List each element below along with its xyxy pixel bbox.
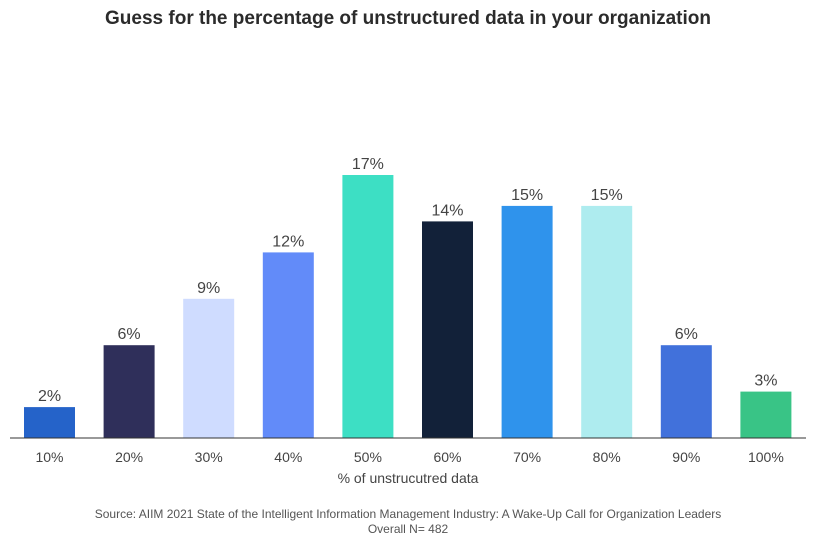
- value-label-70%: 15%: [511, 187, 543, 204]
- sample-size-line: Overall N= 482: [367, 522, 449, 536]
- bar-30%: [183, 298, 235, 438]
- value-label-30%: 9%: [197, 280, 220, 297]
- bar-80%: [581, 205, 633, 438]
- bar-70%: [501, 205, 553, 438]
- bar-10%: [24, 407, 75, 438]
- bar-40%: [262, 252, 314, 438]
- x-tick-label-30%: 30%: [195, 449, 223, 465]
- value-label-50%: 17%: [352, 156, 384, 173]
- x-axis-label: % of unstrucutred data: [338, 470, 479, 486]
- source-line: Source: AIIM 2021 State of the Intellige…: [94, 507, 722, 521]
- value-label-10%: 2%: [38, 388, 61, 405]
- bars-group: [24, 175, 792, 438]
- x-tick-label-100%: 100%: [748, 449, 784, 465]
- bar-50%: [342, 175, 394, 438]
- x-tick-labels-group: 10% 20% 30% 40% 50% 60% 70% 80% 90% 100%: [35, 449, 783, 465]
- value-label-20%: 6%: [118, 326, 141, 343]
- value-labels-group: 2% 6% 9% 12% 17% 14% 15% 15% 6% 3%: [38, 156, 778, 405]
- value-label-80%: 15%: [591, 187, 623, 204]
- bar-20%: [103, 345, 155, 438]
- x-tick-label-70%: 70%: [513, 449, 541, 465]
- x-tick-label-50%: 50%: [354, 449, 382, 465]
- bar-60%: [422, 221, 473, 438]
- value-label-60%: 14%: [431, 202, 463, 219]
- source-note: Source: AIIM 2021 State of the Intellige…: [0, 507, 816, 537]
- bar-90%: [660, 345, 712, 438]
- value-label-40%: 12%: [272, 233, 304, 250]
- x-tick-label-10%: 10%: [35, 449, 63, 465]
- value-label-90%: 6%: [675, 326, 698, 343]
- x-tick-label-20%: 20%: [115, 449, 143, 465]
- bar-100%: [740, 391, 792, 438]
- x-tick-label-60%: 60%: [433, 449, 461, 465]
- x-tick-label-90%: 90%: [672, 449, 700, 465]
- value-label-100%: 3%: [754, 373, 777, 390]
- x-tick-label-40%: 40%: [274, 449, 302, 465]
- x-tick-label-80%: 80%: [593, 449, 621, 465]
- chart-title: Guess for the percentage of unstructured…: [105, 8, 711, 29]
